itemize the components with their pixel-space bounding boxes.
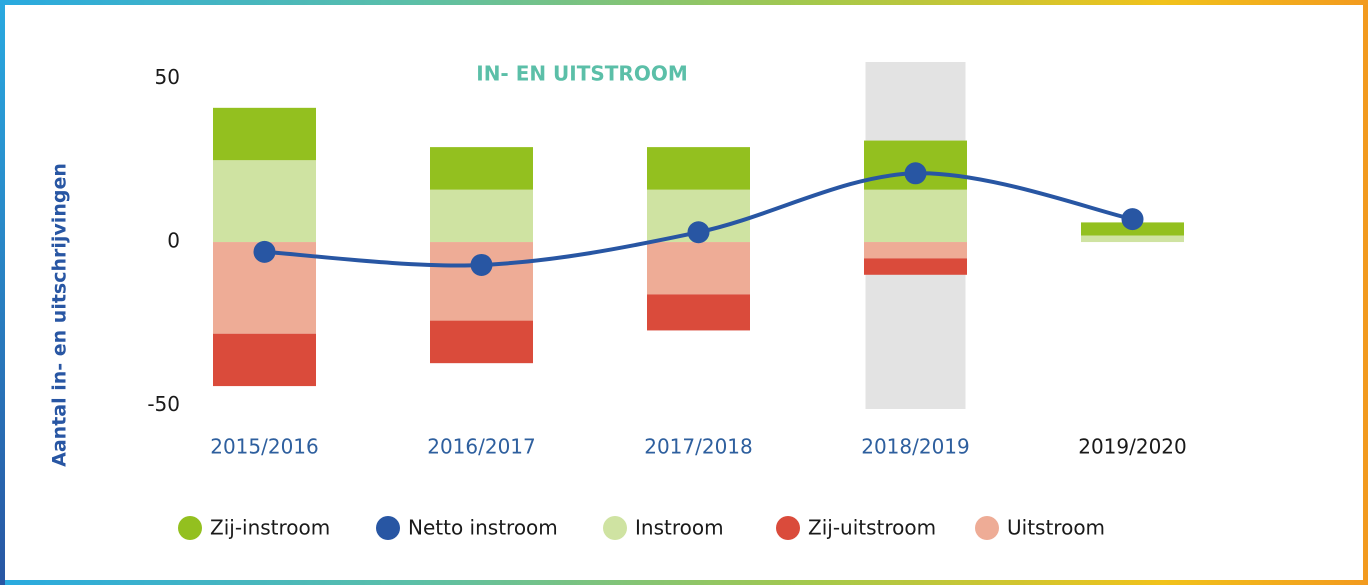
y-tick-label: -50: [147, 392, 180, 416]
bar: [213, 107, 316, 161]
legend-swatch: [178, 516, 202, 540]
legend-label: Uitstroom: [1007, 516, 1105, 540]
legend-label: Instroom: [635, 516, 724, 540]
bar: [430, 320, 533, 364]
bar: [430, 242, 533, 321]
bar: [864, 242, 967, 259]
y-tick-label: 0: [167, 229, 180, 253]
line-marker: [904, 162, 927, 185]
line-marker: [253, 240, 276, 263]
legend-label: Zij-instroom: [210, 516, 330, 540]
x-tick-label: 2019/2020: [1078, 435, 1187, 459]
bar: [647, 147, 750, 190]
legend-swatch: [975, 516, 999, 540]
x-tick-label: 2015/2016: [210, 435, 319, 459]
line-marker: [687, 221, 710, 244]
bar: [213, 160, 316, 243]
line-marker: [470, 253, 493, 276]
chart-title: IN- EN UITSTROOM: [476, 62, 687, 86]
legend-swatch: [376, 516, 400, 540]
legend-label: Netto instroom: [408, 516, 558, 540]
y-tick-label: 50: [155, 65, 180, 89]
bar: [430, 189, 533, 243]
legend-label: Zij-uitstroom: [808, 516, 936, 540]
bar: [213, 333, 316, 387]
x-tick-label: 2016/2017: [427, 435, 536, 459]
bar: [864, 258, 967, 275]
legend-swatch: [776, 516, 800, 540]
y-axis-label: Aantal in- en uitschrijvingen: [49, 163, 71, 467]
line-marker: [1121, 208, 1144, 231]
legend-swatch: [603, 516, 627, 540]
bar: [430, 147, 533, 190]
x-tick-label: 2017/2018: [644, 435, 753, 459]
bar: [647, 242, 750, 295]
x-tick-label: 2018/2019: [861, 435, 970, 459]
bar: [1081, 235, 1184, 243]
bar: [647, 294, 750, 331]
bar: [864, 189, 967, 243]
